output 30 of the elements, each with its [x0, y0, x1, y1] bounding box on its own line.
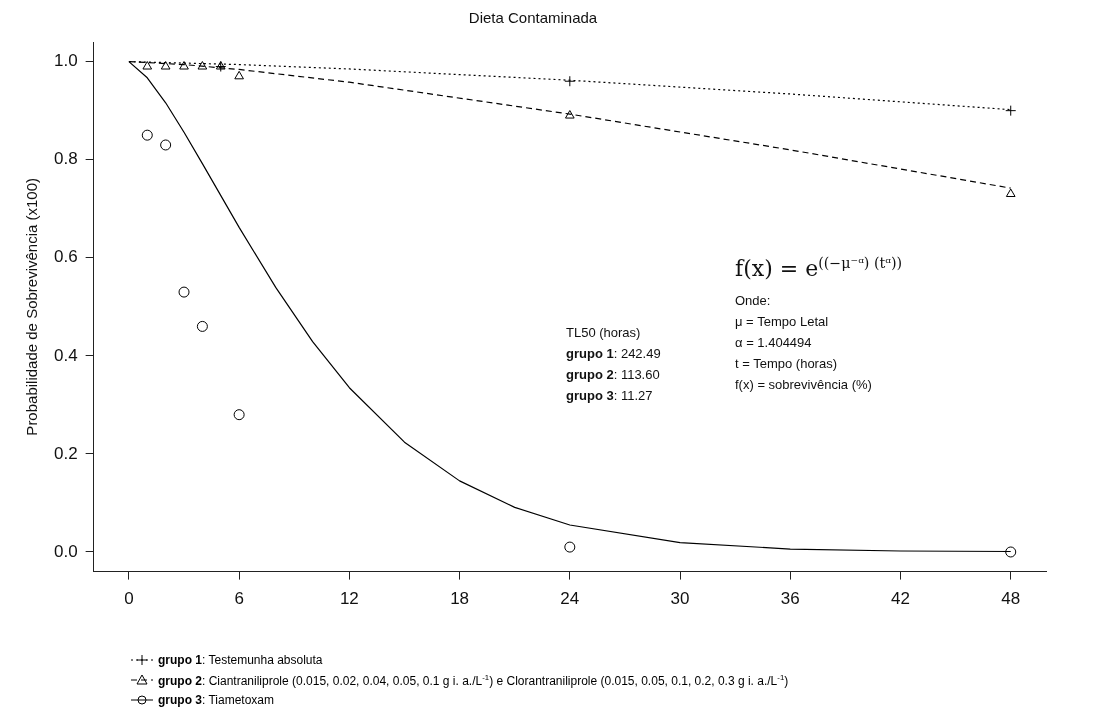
y-tick-label: 0.4	[53, 345, 78, 365]
x-tick-label: 48	[1001, 589, 1021, 609]
y-tick-label: 0.8	[53, 149, 78, 169]
x-tick-label: 24	[560, 589, 580, 609]
y-tick-label: 1.0	[53, 51, 78, 71]
x-tick-label: 18	[450, 589, 470, 609]
y-axis-title: Probabilidade de Sobrevivência (x100)	[23, 177, 41, 436]
annotation: grupo 3: 11.27	[566, 387, 654, 405]
legend-label: grupo 2: Ciantraniliprole (0.015, 0.02, 0.04, 0.05, 0.1 g i. a./L$^{-1}$) e Clorantraniliprole (0.015, 0.05, 0.1, 0.2, 0.3 g i. a./L$^{-1}$)	[158, 672, 789, 688]
annotation: μ = Tempo Letal	[735, 313, 830, 332]
x-tick-label: 42	[891, 589, 910, 609]
chart-title: Dieta Contaminada	[468, 9, 598, 27]
annotation: f(x) = sobrevivência (%)	[735, 376, 873, 395]
annotation: f(x) = e$^{((−μ⁻ᵅ) (tᵅ))}$	[735, 254, 903, 284]
legend-label: grupo 1: Testemunha absoluta	[158, 653, 323, 667]
y-tick-label: 0.2	[53, 443, 78, 463]
x-tick-label: 30	[670, 589, 690, 609]
y-tick-label: 0.0	[53, 541, 78, 561]
annotation: α = 1.404494	[735, 334, 813, 353]
annotation: grupo 1: 242.49	[566, 345, 661, 363]
legend-label: grupo 3: Tiametoxam	[158, 693, 275, 707]
annotation: TL50 (horas)	[566, 324, 642, 342]
x-tick-label: 36	[780, 589, 800, 609]
y-tick-label: 0.6	[53, 247, 78, 267]
annotation: Onde:	[735, 292, 772, 311]
x-tick-label: 0	[124, 589, 134, 609]
annotation: t = Tempo (horas)	[735, 355, 838, 374]
annotation: grupo 2: 113.60	[566, 366, 661, 384]
x-tick-label: 6	[234, 589, 244, 609]
x-tick-label: 12	[339, 589, 359, 609]
